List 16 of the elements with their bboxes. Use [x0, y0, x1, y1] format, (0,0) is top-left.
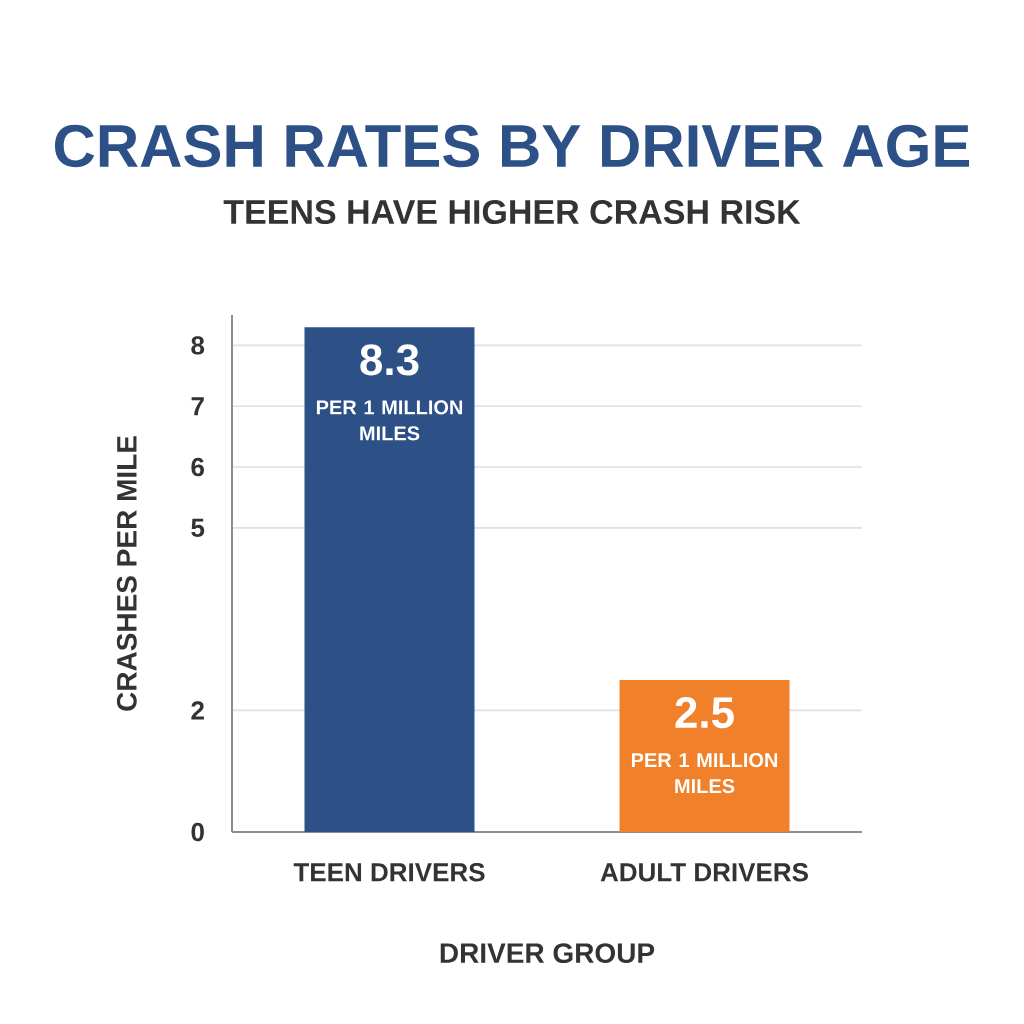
annotation: PER 1 MILLION MILES	[316, 400, 463, 441]
x-axis-title: DRIVER GROUP	[440, 943, 655, 964]
y-axis-title: CRASHES PER MILE	[116, 436, 137, 711]
x-tick-label: TEEN DRIVERS	[293, 863, 485, 882]
y-tick-label: 8	[191, 336, 205, 355]
y-tick-label: 0	[191, 822, 204, 842]
y-tick-label: 7	[191, 397, 204, 416]
y-tick-label: 5	[191, 518, 205, 537]
chart-title: CRASH RATES BY DRIVER AGE	[54, 124, 970, 168]
data-label: 8.3	[360, 344, 419, 376]
x-tick-label: ADULT DRIVERS	[600, 863, 808, 882]
annotation: PER 1 MILLION MILES	[631, 753, 778, 794]
y-tick-label: 2	[191, 701, 204, 720]
data-label: 2.5	[675, 697, 734, 729]
y-tick-label: 6	[191, 457, 204, 477]
chart-subtitle: TEENS HAVE HIGHER CRASH RISK	[223, 199, 801, 225]
